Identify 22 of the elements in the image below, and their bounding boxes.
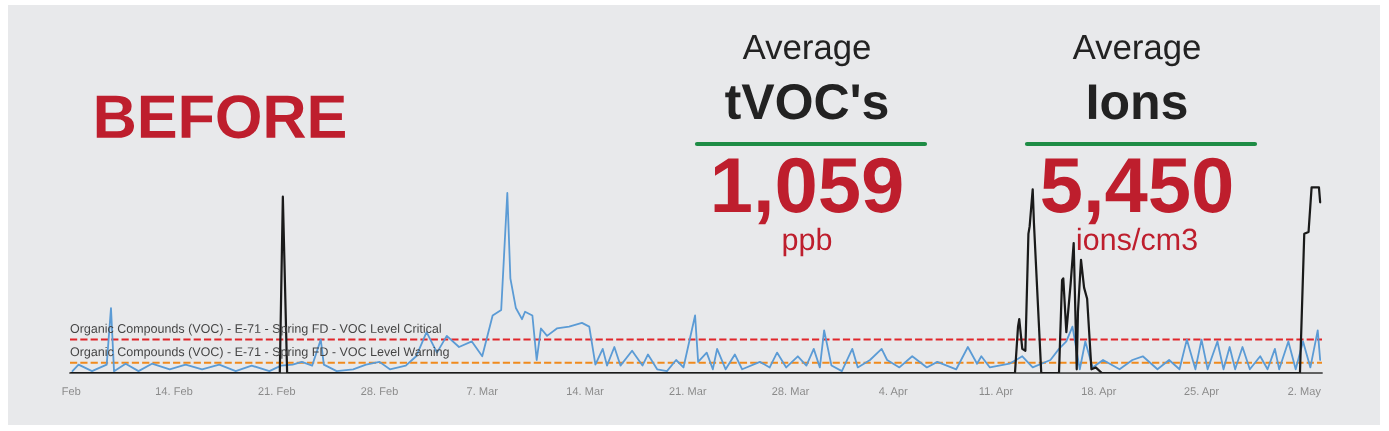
x-tick-label: 14. Mar [567,387,604,396]
x-tick-label: 18. Apr [1082,387,1117,398]
text: Ions [1088,84,1187,120]
annotation: 1,059 [714,157,902,225]
annotation: ions/cm3 [1077,227,1197,251]
text: Average [742,35,870,67]
x-tick-label: 14. Feb [155,386,193,396]
annotation: 5,450 [1042,157,1232,225]
x-tick-label: 28. Feb [361,386,398,396]
x-tick-label: 2. May [1288,387,1321,398]
annotation: ppb [783,227,832,257]
x-tick-label: 28. Mar [772,387,810,396]
x-tick-label: Feb [62,386,81,396]
x-tick-label: 25. Apr [1184,387,1219,398]
x-tick-label: 21. Feb [258,386,296,396]
x-tick-label: 4. Apr [878,387,908,398]
text: tVOC's [725,84,888,120]
text: BEFORE [96,95,345,139]
x-tick-label: 11. Apr [979,387,1014,398]
x-tick-label: 21. Mar [669,387,707,396]
text: Average [1072,35,1200,67]
x-tick-label: 7. Mar [467,387,498,396]
